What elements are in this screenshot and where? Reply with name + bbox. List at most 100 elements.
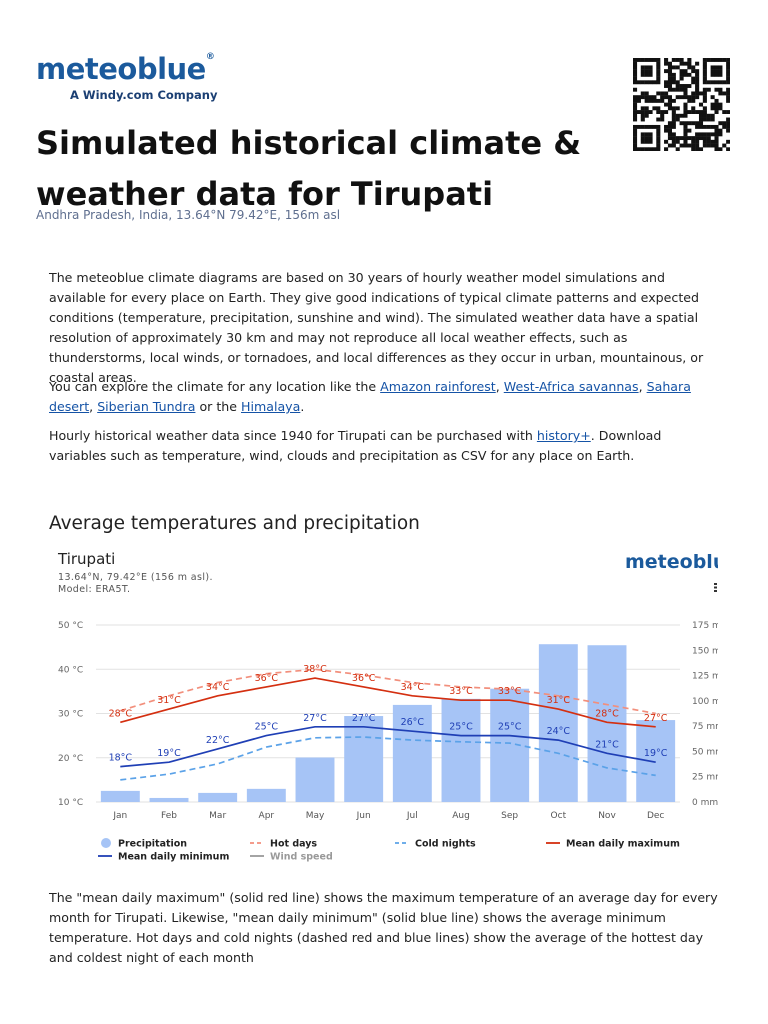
qr-cell [683, 136, 688, 141]
qr-cell [644, 139, 649, 144]
qr-cell [633, 106, 638, 111]
qr-cell [722, 80, 727, 85]
qr-cell [718, 72, 723, 77]
qr-cell [667, 69, 672, 74]
qr-cell [683, 139, 688, 144]
qr-cell [702, 136, 707, 141]
qr-cell [679, 143, 684, 148]
qr-cell [726, 124, 730, 129]
qr-cell [671, 139, 676, 144]
qr-cell [660, 113, 665, 118]
qr-cell [726, 147, 730, 151]
link[interactable]: West-Africa savannas [503, 379, 639, 394]
x-tick-label: Jul [406, 811, 418, 821]
qr-cell [640, 69, 645, 74]
qr-cell [648, 132, 653, 137]
qr-cell [710, 132, 715, 137]
chart-subtitle: 13.64°N, 79.42°E (156 m asl). [58, 572, 213, 583]
qr-cell [698, 91, 704, 96]
paragraph: Hourly historical weather data since 194… [49, 426, 721, 466]
qr-cell [667, 95, 672, 100]
y-tick-label: 20 °C [58, 754, 83, 764]
chart-brand: meteoblue [625, 551, 720, 573]
qr-cell [683, 72, 688, 77]
qr-cell [679, 113, 684, 118]
qr-cell [667, 65, 672, 70]
qr-cell [633, 69, 638, 74]
qr-cell [710, 106, 715, 111]
line [120, 725, 656, 768]
qr-cell [683, 132, 688, 137]
qr-cell [675, 136, 680, 141]
qr-cell [656, 128, 661, 133]
y2-tick-label: 75 mm [692, 722, 720, 732]
link[interactable]: Sahara desert [49, 379, 691, 414]
qr-cell [722, 91, 727, 96]
qr-cell [706, 117, 711, 122]
qr-cell [683, 87, 688, 92]
qr-cell [656, 106, 661, 111]
qr-cell [633, 102, 638, 107]
data-label: 25°C [255, 722, 279, 733]
qr-cell [652, 95, 657, 100]
qr-cell [644, 91, 649, 96]
y2-tick-label: 50 mm [692, 747, 720, 757]
qr-cell [695, 91, 700, 96]
qr-cell [664, 110, 669, 114]
legend-label: Mean daily minimum [118, 852, 229, 863]
qr-cell [640, 58, 645, 62]
qr-cell [710, 113, 715, 118]
qr-cell [679, 136, 684, 141]
qr-cell [640, 95, 645, 100]
qr-cell [714, 72, 719, 77]
menu-icon [714, 583, 717, 585]
qr-cell [671, 121, 676, 126]
qr-cell [691, 143, 696, 148]
qr-cell [714, 128, 719, 133]
qr-cell [644, 147, 649, 151]
qr-cell [706, 136, 711, 141]
qr-cell [687, 84, 692, 88]
link[interactable]: history+ [536, 428, 591, 443]
qr-cell [648, 147, 653, 151]
qr-cell [706, 87, 711, 92]
qr-cell [667, 72, 672, 77]
qr-cell [671, 98, 676, 103]
chart-subtitle: Model: ERA5T. [58, 584, 130, 595]
qr-cell [671, 143, 676, 148]
qr-cell [667, 128, 672, 133]
qr-cell [633, 124, 638, 129]
qr-cell [687, 98, 692, 103]
x-tick-label: Nov [598, 811, 616, 821]
qr-cell [644, 95, 649, 100]
qr-cell [648, 69, 653, 74]
qr-cell [718, 69, 723, 74]
qr-cell [664, 91, 669, 96]
text: The meteoblue climate diagrams are based… [49, 270, 704, 385]
qr-cell [679, 58, 684, 62]
link[interactable]: Himalaya [241, 399, 301, 414]
qr-cell [633, 110, 638, 114]
qr-cell [671, 87, 676, 92]
qr-cell [691, 98, 696, 103]
link[interactable]: Siberian Tundra [97, 399, 196, 414]
qr-cell [726, 87, 730, 92]
text: , [89, 399, 98, 414]
qr-cell [702, 72, 707, 77]
qr-cell [640, 132, 645, 137]
qr-cell [675, 106, 680, 111]
link[interactable]: Amazon rainforest [380, 379, 496, 394]
qr-cell [671, 80, 676, 85]
qr-cell [683, 124, 688, 129]
qr-cell [679, 87, 684, 92]
logo[interactable]: meteoblue® [36, 52, 215, 86]
qr-cell [718, 128, 723, 133]
qr-cell [640, 124, 645, 129]
qr-cell [644, 98, 649, 103]
qr-cell [652, 147, 657, 151]
qr-cell [691, 121, 696, 126]
qr-cell [722, 143, 727, 148]
qr-cell [695, 143, 700, 148]
qr-cell [652, 106, 657, 111]
